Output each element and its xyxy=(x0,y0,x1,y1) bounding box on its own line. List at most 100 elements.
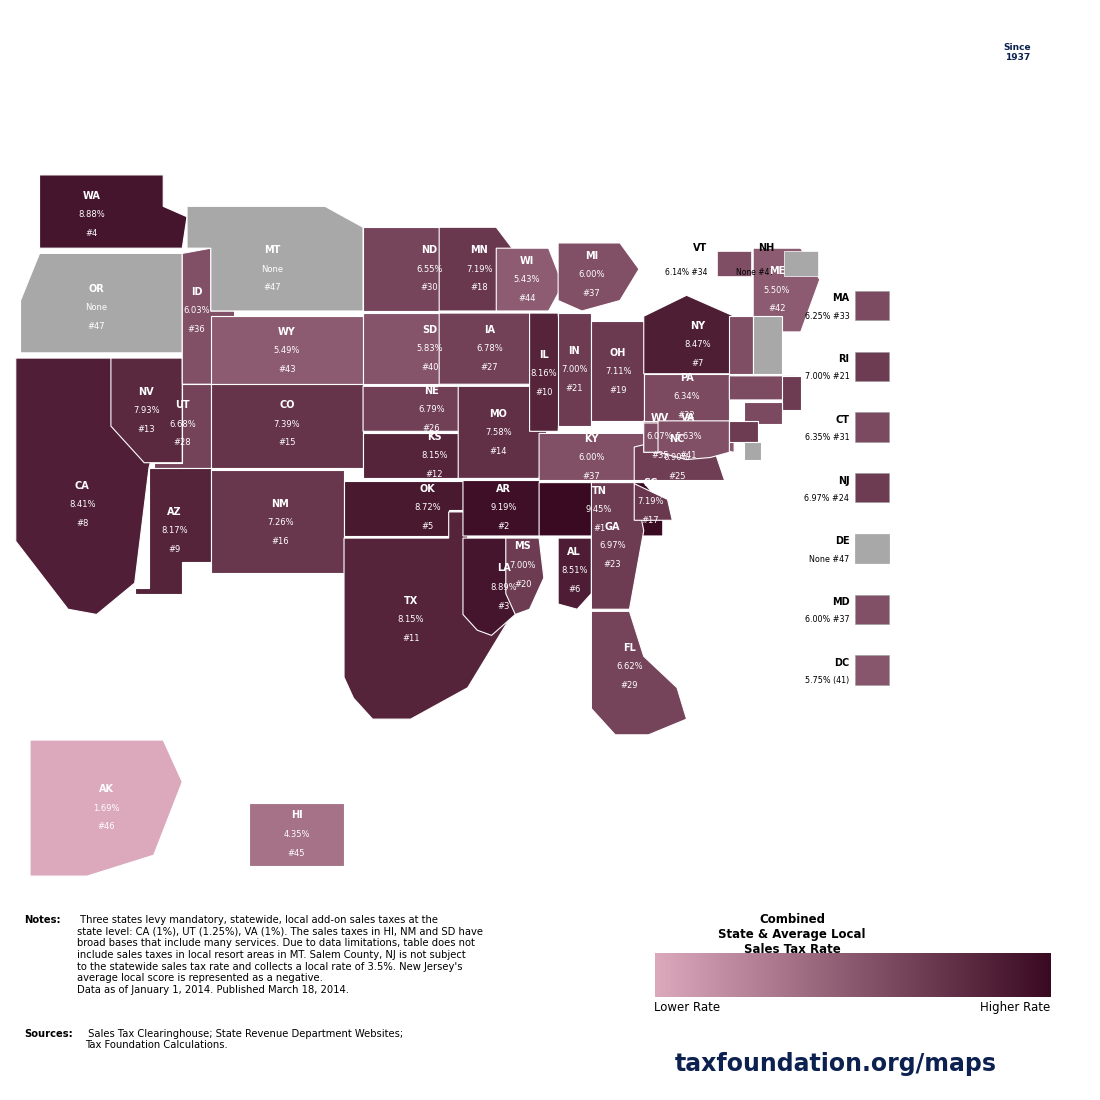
Text: MD: MD xyxy=(832,597,849,607)
Text: 5.43%: 5.43% xyxy=(514,275,540,284)
Polygon shape xyxy=(506,538,543,615)
Polygon shape xyxy=(644,421,734,452)
Text: Notes:: Notes: xyxy=(24,915,60,925)
Text: 7.39%: 7.39% xyxy=(274,419,300,429)
Text: WV: WV xyxy=(651,412,669,422)
Text: 8.47%: 8.47% xyxy=(684,340,712,349)
Polygon shape xyxy=(644,424,678,452)
Bar xyxy=(855,412,889,442)
Text: 6.90%: 6.90% xyxy=(663,453,691,462)
Bar xyxy=(855,352,889,381)
Text: #13: #13 xyxy=(138,425,155,433)
Text: UT: UT xyxy=(175,400,189,410)
Polygon shape xyxy=(21,253,183,353)
Text: 9.45%: 9.45% xyxy=(586,505,613,515)
Text: #40: #40 xyxy=(421,363,439,372)
Polygon shape xyxy=(558,243,639,311)
Text: MN: MN xyxy=(471,245,488,255)
Text: PA: PA xyxy=(680,373,693,383)
Text: #44: #44 xyxy=(518,294,536,302)
Text: SD: SD xyxy=(422,324,437,334)
Text: 8.89%: 8.89% xyxy=(491,583,517,592)
Polygon shape xyxy=(134,468,211,594)
Polygon shape xyxy=(439,228,520,311)
Text: #17: #17 xyxy=(641,516,659,525)
Polygon shape xyxy=(211,470,344,573)
Text: Higher Rate: Higher Rate xyxy=(980,1001,1050,1014)
Polygon shape xyxy=(558,314,592,426)
Text: #14: #14 xyxy=(490,447,507,455)
Text: 8.88%: 8.88% xyxy=(78,210,106,219)
Polygon shape xyxy=(635,484,672,520)
Text: CT: CT xyxy=(835,415,849,425)
Text: 7.19%: 7.19% xyxy=(637,497,663,506)
Text: 7.58%: 7.58% xyxy=(485,428,512,437)
Text: WY: WY xyxy=(278,327,296,337)
Text: MO: MO xyxy=(490,408,507,418)
Text: 7.00% #21: 7.00% #21 xyxy=(804,373,849,382)
Text: 6.62%: 6.62% xyxy=(616,662,642,671)
Text: Sales Tax Clearinghouse; State Revenue Department Websites;
Tax Foundation Calcu: Sales Tax Clearinghouse; State Revenue D… xyxy=(85,1028,403,1050)
Text: #37: #37 xyxy=(583,472,601,481)
Text: #27: #27 xyxy=(481,363,498,372)
Text: 6.14% #34: 6.14% #34 xyxy=(666,268,707,277)
Text: #37: #37 xyxy=(583,288,601,298)
Polygon shape xyxy=(363,228,496,311)
Text: None: None xyxy=(262,265,284,274)
Text: #6: #6 xyxy=(568,585,581,594)
Text: WA: WA xyxy=(82,191,101,201)
Text: None: None xyxy=(86,304,108,312)
Text: 6.00%: 6.00% xyxy=(579,453,605,462)
Text: Sales Tax Rates in 2014: Sales Tax Rates in 2014 xyxy=(28,88,433,117)
Text: NH: NH xyxy=(758,243,774,253)
Polygon shape xyxy=(463,538,543,636)
Text: #20: #20 xyxy=(514,580,531,588)
Text: #3: #3 xyxy=(497,602,510,610)
Text: #45: #45 xyxy=(288,848,305,858)
Text: 8.15%: 8.15% xyxy=(421,451,448,460)
Text: #25: #25 xyxy=(669,472,685,481)
Polygon shape xyxy=(744,402,782,424)
Text: #26: #26 xyxy=(422,424,440,432)
Text: #41: #41 xyxy=(680,451,697,460)
Polygon shape xyxy=(729,316,754,374)
Text: 5.63%: 5.63% xyxy=(675,432,702,441)
Text: 6.97% #24: 6.97% #24 xyxy=(804,494,849,503)
Polygon shape xyxy=(539,433,658,481)
Text: MT: MT xyxy=(264,245,280,255)
Text: #43: #43 xyxy=(278,365,296,374)
Text: #32: #32 xyxy=(678,411,695,420)
Bar xyxy=(717,251,751,276)
Text: ND: ND xyxy=(421,245,438,255)
Text: 7.00%: 7.00% xyxy=(561,365,587,374)
Polygon shape xyxy=(592,321,644,421)
Text: 6.35% #31: 6.35% #31 xyxy=(804,433,849,442)
Text: 6.34%: 6.34% xyxy=(673,393,700,402)
Text: 6.03%: 6.03% xyxy=(184,307,210,316)
Text: Three states levy mandatory, statewide, local add-on sales taxes at the
state le: Three states levy mandatory, statewide, … xyxy=(77,915,483,994)
Text: LA: LA xyxy=(497,563,510,573)
Text: 6.25% #33: 6.25% #33 xyxy=(804,311,849,321)
Text: NV: NV xyxy=(139,386,154,397)
Polygon shape xyxy=(439,314,543,384)
Text: MA: MA xyxy=(832,294,849,304)
Text: ID: ID xyxy=(190,287,202,297)
Text: #18: #18 xyxy=(471,284,488,293)
Text: SC: SC xyxy=(644,477,658,487)
Text: TN: TN xyxy=(592,486,606,496)
Text: #46: #46 xyxy=(97,823,116,832)
Text: Since
1937: Since 1937 xyxy=(1003,43,1032,62)
Polygon shape xyxy=(15,359,177,615)
Text: 6.97%: 6.97% xyxy=(600,541,626,550)
Text: ME: ME xyxy=(769,266,785,276)
Text: #4: #4 xyxy=(86,229,98,238)
Polygon shape xyxy=(644,295,754,374)
Polygon shape xyxy=(539,483,663,536)
Text: #29: #29 xyxy=(620,681,638,690)
Text: KS: KS xyxy=(427,431,442,441)
Text: AZ: AZ xyxy=(167,507,182,517)
Polygon shape xyxy=(249,803,344,866)
Polygon shape xyxy=(30,740,183,876)
Text: #42: #42 xyxy=(768,305,785,314)
Text: DC: DC xyxy=(834,658,849,668)
